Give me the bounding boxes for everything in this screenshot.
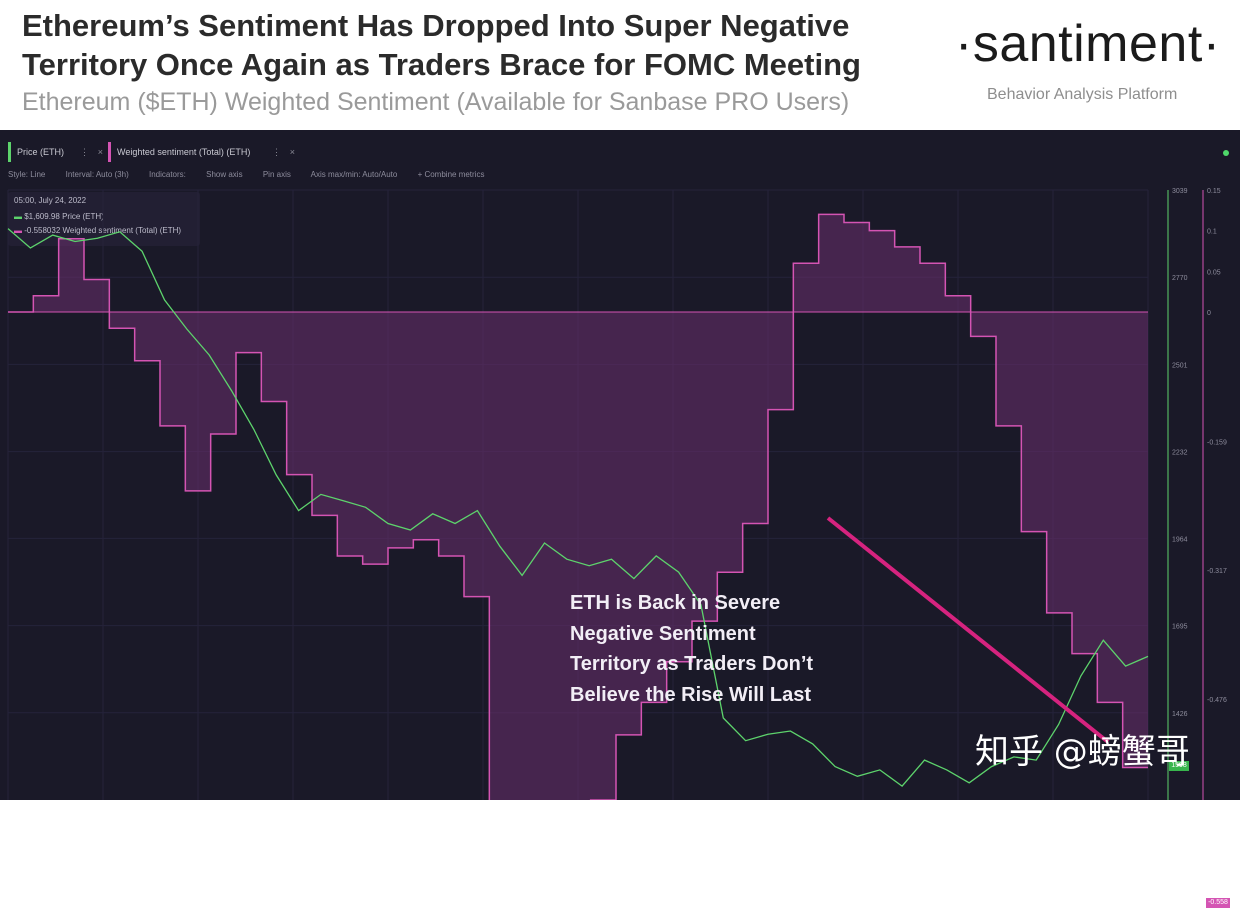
sentiment-tick-label: -0.317 (1207, 568, 1227, 575)
chart-axes: 3039 2770 2501 2232 1964 1695 1426 0.15 0.1 0.05 0… (1167, 188, 1227, 800)
chart-title: Ethereum’s Sentiment Has Dropped Into Su… (22, 6, 861, 84)
sentiment-series (8, 213, 1148, 800)
logo-tagline: Behavior Analysis Platform (987, 86, 1178, 103)
annotation-line2: Negative Sentiment (570, 622, 756, 645)
chart-tooltip: 05:00, July 24, 2022 ▬ $1,609.98 Price (… (8, 192, 200, 246)
combine-metrics-button[interactable]: + Combine metrics (417, 170, 485, 179)
chart-subtitle: Ethereum ($ETH) Weighted Sentiment (Avai… (22, 88, 850, 116)
style-select[interactable]: Style: Line (8, 170, 46, 179)
live-status-icon (1223, 150, 1229, 156)
sentiment-tick-label: -0.476 (1207, 697, 1227, 704)
santiment-logo: ·santiment· (955, 15, 1221, 73)
tooltip-price-value: $1,609.98 (24, 212, 60, 221)
price-tick-label: 2770 (1172, 275, 1188, 282)
sentiment-tick-label: 0.1 (1207, 229, 1217, 236)
chart-title-line2: Territory Once Again as Traders Brace fo… (22, 47, 861, 82)
annotation-text: ETH is Back in Severe Negative Sentiment… (570, 588, 813, 710)
show-axis-toggle[interactable]: Show axis (206, 170, 243, 179)
tab-price-label: Price (ETH) (17, 147, 64, 157)
tooltip-price-label: Price (ETH) (62, 212, 104, 221)
current-price-badge: 1598 (1169, 761, 1189, 771)
tab-weighted-sentiment[interactable]: Weighted sentiment (Total) (ETH) ⋮ × (108, 142, 301, 162)
sentiment-swatch-icon: ▬ (14, 226, 22, 235)
price-series (7, 228, 1149, 787)
price-tick-label: 2232 (1172, 450, 1188, 457)
sentiment-tick-label: 0 (1207, 310, 1211, 317)
price-tick-label: 1964 (1172, 536, 1188, 543)
sentiment-line (8, 213, 1148, 800)
annotation-line1: ETH is Back in Severe (570, 592, 781, 614)
sentiment-tick-label: 0.05 (1207, 269, 1221, 276)
sentiment-tick-label: 0.15 (1207, 188, 1221, 195)
current-sentiment-badge: -0.558 (1206, 898, 1230, 908)
price-swatch-icon: ▬ (14, 212, 22, 221)
sentiment-tick-label: -0.159 (1207, 439, 1227, 446)
price-tick-label: 1426 (1172, 711, 1188, 718)
tab-sentiment-label: Weighted sentiment (Total) (ETH) (117, 147, 251, 157)
axis-minmax-select[interactable]: Axis max/min: Auto/Auto (310, 170, 398, 179)
chart-panel: Price (ETH) ⋮ × Weighted sentiment (Tota… (0, 130, 1240, 908)
price-line (7, 228, 1149, 787)
more-options-icon[interactable]: ⋮ (272, 147, 281, 157)
close-icon[interactable]: × (289, 147, 295, 157)
sentiment-area (8, 214, 1148, 800)
price-tick-label: 1695 (1172, 624, 1188, 631)
chart-toolbar: Style: Line Interval: Auto (3h) Indicato… (8, 170, 502, 179)
more-options-icon[interactable]: ⋮ (80, 147, 89, 157)
tooltip-sentiment-label: Weighted sentiment (Total) (ETH) (62, 226, 182, 235)
tooltip-sentiment-value: -0.558032 (24, 226, 61, 235)
annotation-arrow (826, 516, 1110, 744)
close-icon[interactable]: × (97, 147, 103, 157)
interval-select[interactable]: Interval: Auto (3h) (65, 170, 129, 179)
indicators-select[interactable]: Indicators: (148, 170, 186, 179)
tooltip-sentiment-row: ▬ -0.558032 Weighted sentiment (Total) (… (14, 226, 181, 235)
tooltip-date: 05:00, July 24, 2022 (14, 196, 87, 205)
watermark: 知乎 @螃蟹哥 (975, 732, 1190, 772)
annotation-line4: Believe the Rise Will Last (570, 683, 812, 706)
chart-plot: 3039 2770 2501 2232 1964 1695 1426 0.15 0.1 0.05 0… (7, 188, 1227, 800)
tooltip-price-row: ▬ $1,609.98 Price (ETH) (14, 212, 104, 221)
tab-price-eth[interactable]: Price (ETH) ⋮ × (8, 142, 109, 162)
price-tick-label: 2501 (1172, 362, 1188, 369)
chart-title-line1: Ethereum’s Sentiment Has Dropped Into Su… (22, 8, 850, 43)
pin-axis-toggle[interactable]: Pin axis (262, 170, 291, 179)
price-tick-label: 3039 (1172, 188, 1188, 195)
header: Ethereum’s Sentiment Has Dropped Into Su… (0, 0, 1240, 128)
annotation-line3: Territory as Traders Don’t (570, 653, 814, 675)
